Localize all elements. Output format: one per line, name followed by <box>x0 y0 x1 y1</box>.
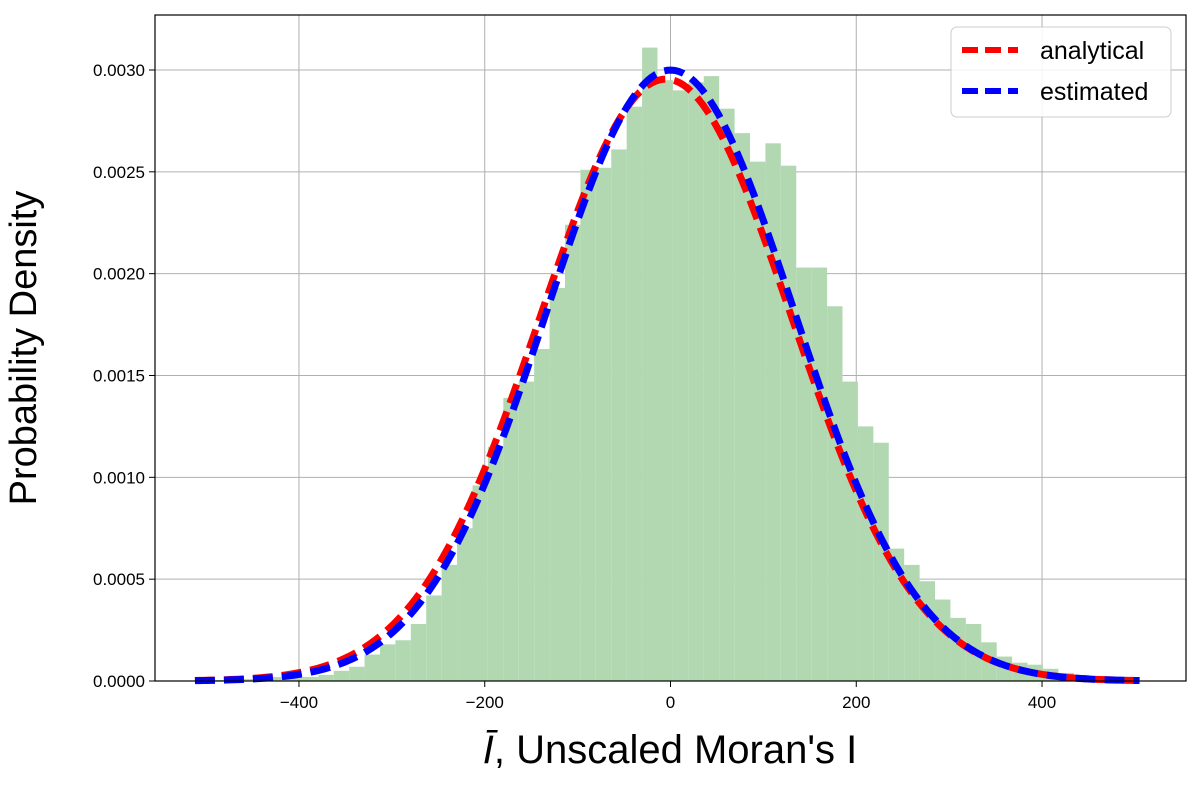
histogram-bar <box>765 143 781 682</box>
histogram-bar <box>811 267 828 681</box>
histogram-bar <box>780 165 797 682</box>
y-tick-label: 0.0030 <box>93 61 145 80</box>
histogram-bar <box>379 644 396 681</box>
histogram-bar <box>318 674 334 681</box>
x-axis-ticks: −400 −200 0 200 400 <box>280 681 1056 712</box>
histogram-bar <box>364 654 380 681</box>
histogram-bar <box>410 623 427 681</box>
histogram-bar <box>626 106 643 682</box>
histogram-bar <box>873 442 889 681</box>
legend-box <box>950 26 1172 118</box>
density-curves <box>194 66 1140 685</box>
histogram-bar <box>564 224 581 681</box>
histogram-bar <box>241 678 257 681</box>
histogram-bar <box>672 90 689 682</box>
histogram-bar <box>302 676 319 681</box>
histogram-bar <box>534 349 550 681</box>
y-tick-label: 0.0000 <box>93 672 145 691</box>
histogram-bar <box>919 581 936 681</box>
histogram-bar <box>642 47 658 681</box>
histogram-bar <box>750 161 766 681</box>
y-tick-label: 0.0010 <box>93 468 145 487</box>
y-tick-label: 0.0025 <box>93 163 145 182</box>
histogram-bar <box>272 676 288 681</box>
series-line-analytical <box>194 75 1140 685</box>
legend: analytical estimated <box>950 26 1172 118</box>
y-axis-ticks: 0.0000 0.0005 0.0010 0.0015 0.0020 0.0025 0.00… <box>93 61 155 691</box>
histogram-bar <box>549 287 565 681</box>
y-tick-label: 0.0005 <box>93 570 145 589</box>
y-tick-label: 0.0020 <box>93 265 145 284</box>
x-tick-label: −400 <box>280 693 318 712</box>
x-tick-label: 200 <box>842 693 870 712</box>
histogram-bar <box>657 80 673 681</box>
histogram-bar <box>518 381 535 681</box>
histogram-bar <box>503 397 519 681</box>
histogram-bar <box>935 599 951 681</box>
histogram-bar <box>441 564 458 681</box>
y-tick-label: 0.0015 <box>93 366 145 385</box>
x-tick-label: 400 <box>1028 693 1056 712</box>
x-axis-label-text: Unscaled Moran's I <box>516 728 857 772</box>
legend-label-estimated: estimated <box>1040 78 1148 106</box>
y-axis-title: Probability Density <box>3 191 45 506</box>
histogram-bar <box>395 640 411 681</box>
histogram-bar <box>487 446 504 681</box>
histogram-bar <box>580 169 596 681</box>
x-axis-separator: , <box>494 728 516 772</box>
legend-label-analytical: analytical <box>1040 37 1144 65</box>
x-tick-label: −200 <box>466 693 504 712</box>
x-axis-title: Ī, Unscaled Moran's I <box>483 728 857 772</box>
histogram-bar <box>457 528 473 681</box>
histogram-bar <box>734 133 751 682</box>
histogram-bar <box>950 617 966 681</box>
histogram-bar <box>595 167 612 681</box>
histogram-bar <box>426 595 442 681</box>
histogram-bar <box>703 76 720 682</box>
histogram-bar <box>688 82 704 682</box>
x-tick-label: 0 <box>666 693 675 712</box>
histogram-bar <box>857 426 874 681</box>
histogram-bar <box>472 485 488 681</box>
histogram-bar <box>349 666 365 681</box>
histogram-bars <box>194 47 1136 682</box>
histogram-bar <box>287 676 303 681</box>
histogram-bar <box>719 108 735 682</box>
histogram-bar <box>842 381 858 681</box>
series-line-estimated <box>194 66 1140 685</box>
histogram-bar <box>333 670 350 681</box>
histogram-bar <box>827 306 843 681</box>
histogram-bar <box>611 149 627 682</box>
